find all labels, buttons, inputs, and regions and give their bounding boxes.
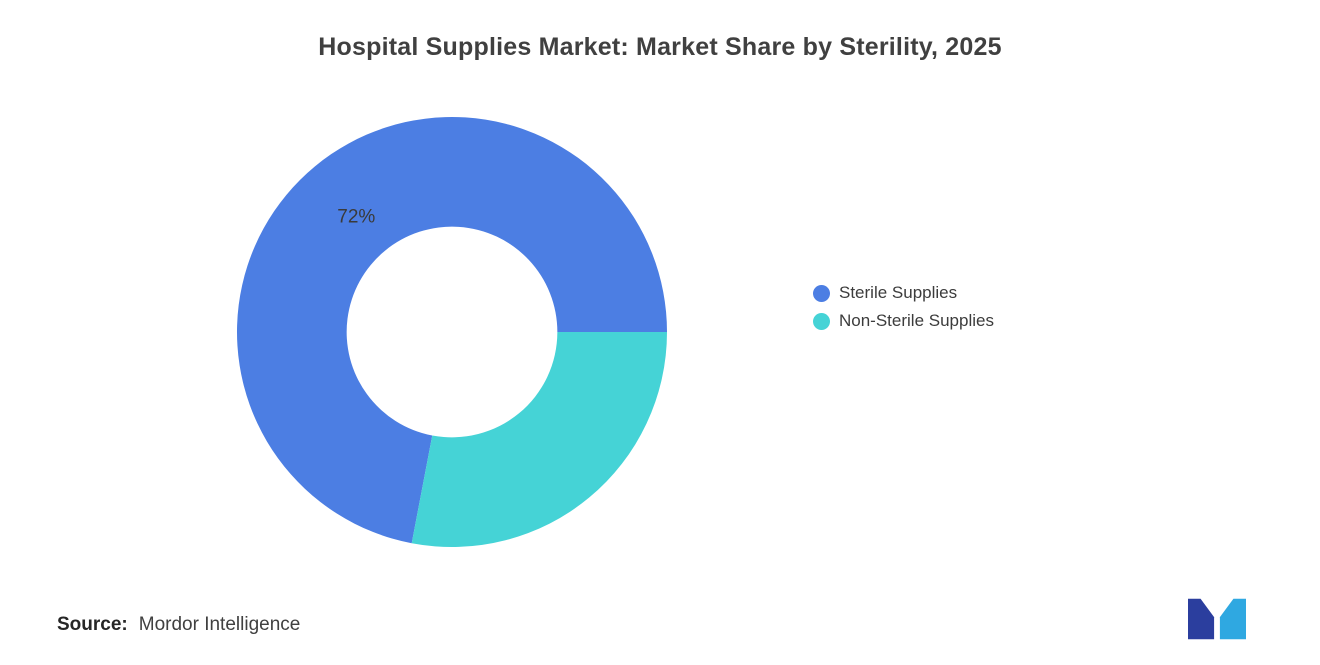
legend-label-sterile-supplies: Sterile Supplies [839, 283, 958, 302]
legend-item-non-sterile-supplies[interactable]: Non-Sterile Supplies [813, 311, 994, 331]
chart-title: Hospital Supplies Market: Market Share b… [318, 33, 1002, 61]
source-note: Source: Mordor Intelligence [57, 614, 300, 636]
legend-marker-sterile-supplies [813, 284, 830, 302]
legend-marker-non-sterile-supplies [813, 312, 830, 330]
mordor-logo-svg [1188, 598, 1246, 640]
source-text: Mordor Intelligence [138, 614, 301, 635]
data-label-0: 72% [337, 206, 375, 227]
legend: Sterile Supplies Non-Sterile Supplies [813, 283, 994, 331]
mordor-intelligence-logo [1188, 598, 1246, 640]
pie-slice-0[interactable] [237, 117, 667, 544]
donut-chart[interactable]: 72% [217, 97, 687, 567]
legend-item-sterile-supplies[interactable]: Sterile Supplies [813, 283, 994, 303]
pie-slice-1[interactable] [411, 332, 667, 547]
donut-chart-svg[interactable]: 72% [217, 97, 687, 567]
logo-left-shape [1188, 598, 1215, 640]
legend-label-non-sterile-supplies: Non-Sterile Supplies [839, 311, 994, 330]
source-label: Source: [57, 614, 128, 635]
logo-right-shape [1219, 598, 1246, 640]
